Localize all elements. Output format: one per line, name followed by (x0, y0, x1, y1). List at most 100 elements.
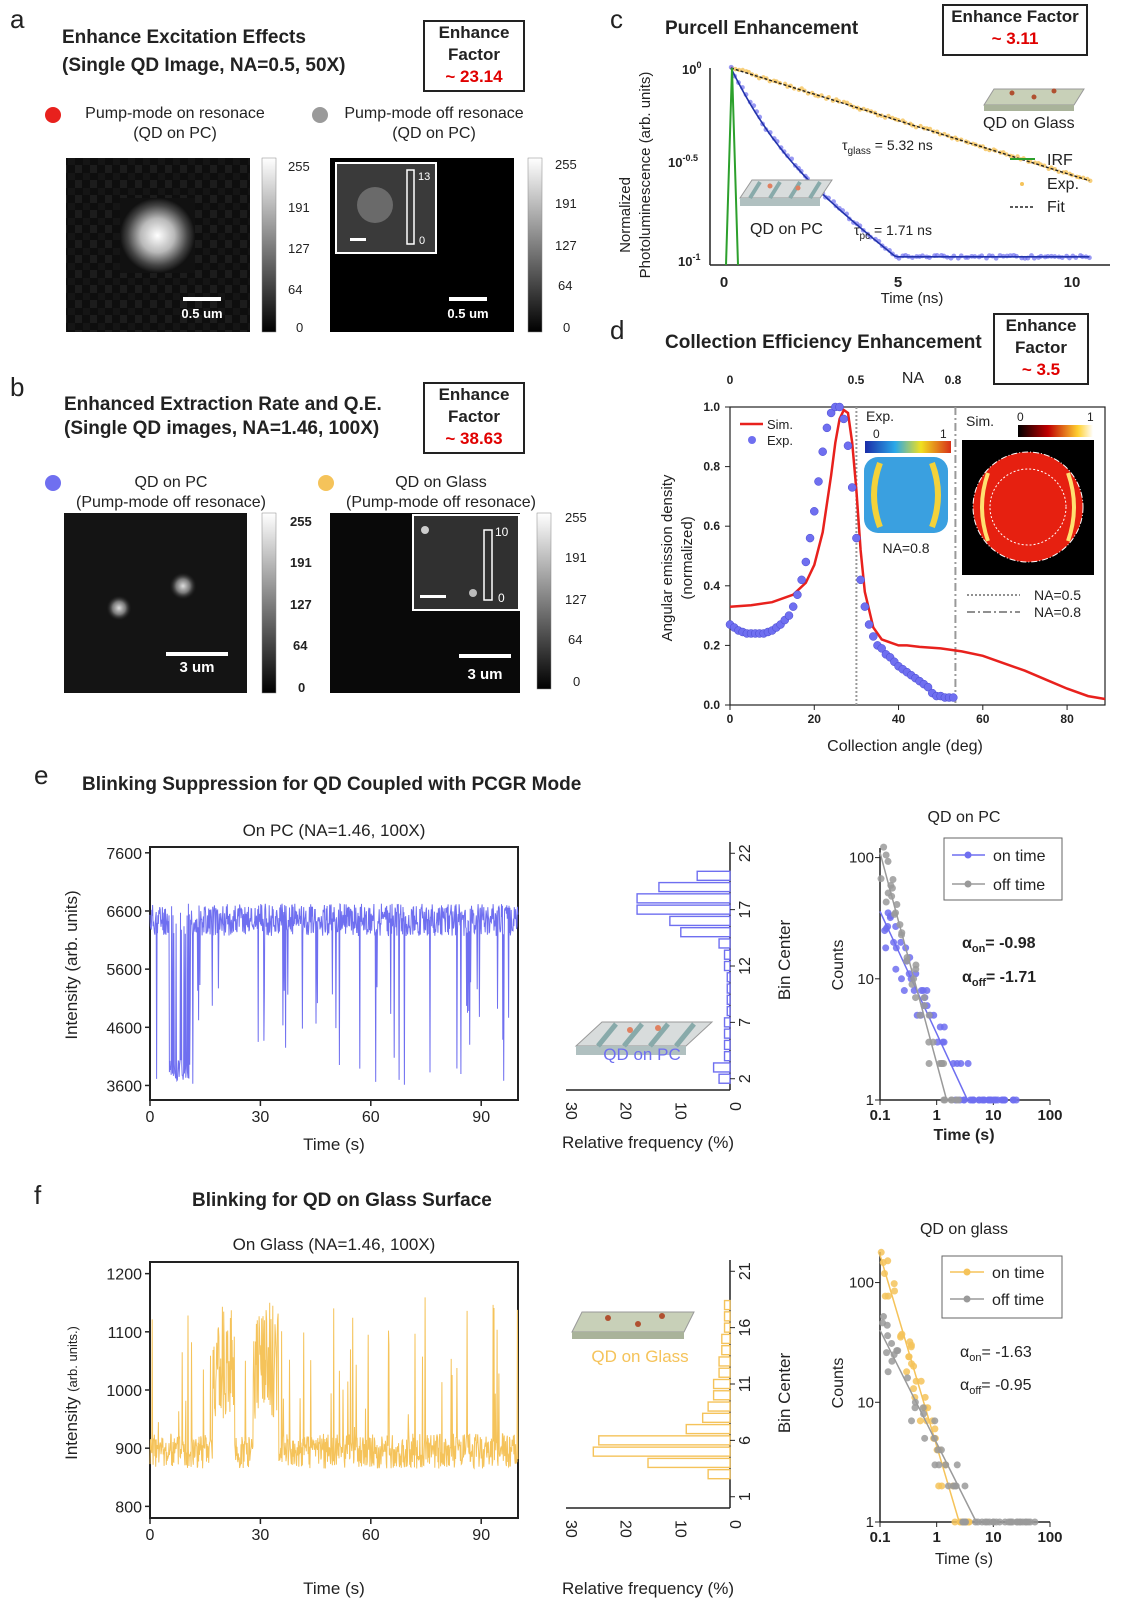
svg-text:0: 0 (727, 373, 734, 387)
svg-text:(normalized): (normalized) (679, 516, 696, 599)
svg-text:Counts: Counts (830, 940, 847, 991)
point (974, 1518, 982, 1526)
point (888, 884, 896, 892)
tick-x: 20 (617, 1102, 634, 1120)
point (882, 851, 890, 859)
hist-bar (723, 1311, 731, 1322)
tick-x: 0 (727, 712, 734, 726)
svg-text:127: 127 (565, 592, 587, 607)
colorbar-ticks: 255 191 127 64 0 (288, 159, 310, 335)
tick-x: 10 (985, 1529, 1002, 1546)
panel-label-a: a (10, 4, 25, 34)
panel-label-e: e (34, 760, 49, 790)
plot-frame (729, 406, 1106, 706)
svg-text:127: 127 (555, 238, 577, 253)
tick-y: 0.2 (703, 638, 720, 652)
hist-bar (647, 1457, 731, 1469)
hist-bar (636, 904, 731, 915)
tick-y: 7 (737, 1018, 754, 1027)
svg-text:NA=0.8: NA=0.8 (1034, 604, 1081, 620)
sim-inset: Sim. 0 1 (962, 410, 1094, 575)
hist-bar (723, 1039, 731, 1051)
svg-text:Angular emission density: Angular emission density (659, 474, 676, 641)
point (911, 1404, 919, 1412)
tick-x: 40 (892, 712, 906, 726)
hist-bar (723, 1299, 731, 1311)
point (942, 1461, 950, 1469)
point (953, 1461, 961, 1469)
tick-x: 100 (1037, 1529, 1062, 1546)
exp-point (949, 693, 958, 702)
point (889, 875, 897, 883)
point (884, 857, 892, 865)
hist-bar (636, 893, 731, 904)
panel-a-title-2: (Single QD Image, NA=0.5, 50X) (62, 55, 346, 76)
svg-text:0: 0 (296, 320, 303, 335)
hist-bar (685, 1423, 731, 1435)
tick-y: 10 (857, 1394, 874, 1411)
exp-point (869, 632, 878, 641)
hist-bar (669, 915, 731, 927)
tick-x: 60 (976, 712, 990, 726)
svg-text:191: 191 (555, 196, 577, 211)
point (937, 1446, 945, 1454)
qd-spot-2 (106, 595, 132, 621)
tick-y: 11 (737, 1376, 754, 1393)
point (879, 1259, 887, 1267)
point (912, 961, 920, 969)
point (910, 975, 918, 983)
tick-x: 60 (362, 1527, 380, 1544)
legend-dot-gray (312, 107, 328, 123)
svg-text:Time (s): Time (s) (935, 1551, 993, 1568)
svg-text:αoff= -0.95: αoff= -0.95 (960, 1377, 1032, 1397)
exp-point (856, 575, 865, 585)
svg-text:191: 191 (565, 550, 587, 565)
fit-glass (730, 67, 1090, 182)
fit-pc (730, 67, 1090, 258)
point (890, 938, 898, 946)
svg-text:off time: off time (993, 877, 1045, 894)
point (930, 1434, 938, 1442)
trace-frame (149, 846, 519, 1101)
svg-text:255: 255 (288, 159, 310, 174)
point (877, 1248, 885, 1256)
tick-y: 0.0 (703, 698, 720, 712)
tick-y: 12 (737, 957, 754, 975)
qd-spot (120, 198, 195, 273)
tick-y: 900 (115, 1441, 142, 1458)
point (957, 1060, 965, 1068)
tick-x: 90 (472, 1109, 490, 1126)
y-axis-label-2: Photoluminescence (arb. units) (637, 72, 654, 279)
hist-bar (712, 1390, 731, 1401)
point (881, 1270, 889, 1278)
point (912, 994, 920, 1002)
tick-x: 0 (146, 1109, 155, 1126)
pc-cartoon (739, 179, 833, 206)
legend-qd-on-glass: QD on Glass (Pump-mode off resonace) (345, 474, 536, 511)
tick-x: 0.1 (870, 1529, 891, 1546)
panel-f-title: Blinking for QD on Glass Surface (192, 1190, 492, 1211)
tick-y: 21 (737, 1262, 754, 1280)
exp-point (826, 408, 836, 418)
point (884, 1332, 892, 1340)
point (905, 1353, 913, 1361)
point (925, 1011, 933, 1019)
y-axis-label-1: Normalized (617, 177, 634, 253)
hist-bar (718, 938, 731, 949)
legend-exp: Exp. (1047, 176, 1079, 193)
exp-point (822, 423, 832, 433)
legend-c: IRF Exp. Fit (1010, 152, 1079, 216)
tick-y-2: 10-1 (678, 252, 700, 269)
point (903, 957, 911, 965)
point (877, 875, 885, 883)
legend-f: on time off time (941, 1255, 1063, 1319)
exp-point (864, 620, 874, 629)
svg-text:64: 64 (558, 278, 572, 293)
panel-a-images: 0.5 um 255 191 127 64 0 13 0 0.5 um 255 … (66, 157, 577, 335)
point (940, 1023, 948, 1031)
point (964, 1060, 972, 1068)
exp-point-glass (886, 113, 891, 119)
point (892, 965, 900, 973)
point (890, 1351, 898, 1359)
point (888, 1357, 896, 1365)
